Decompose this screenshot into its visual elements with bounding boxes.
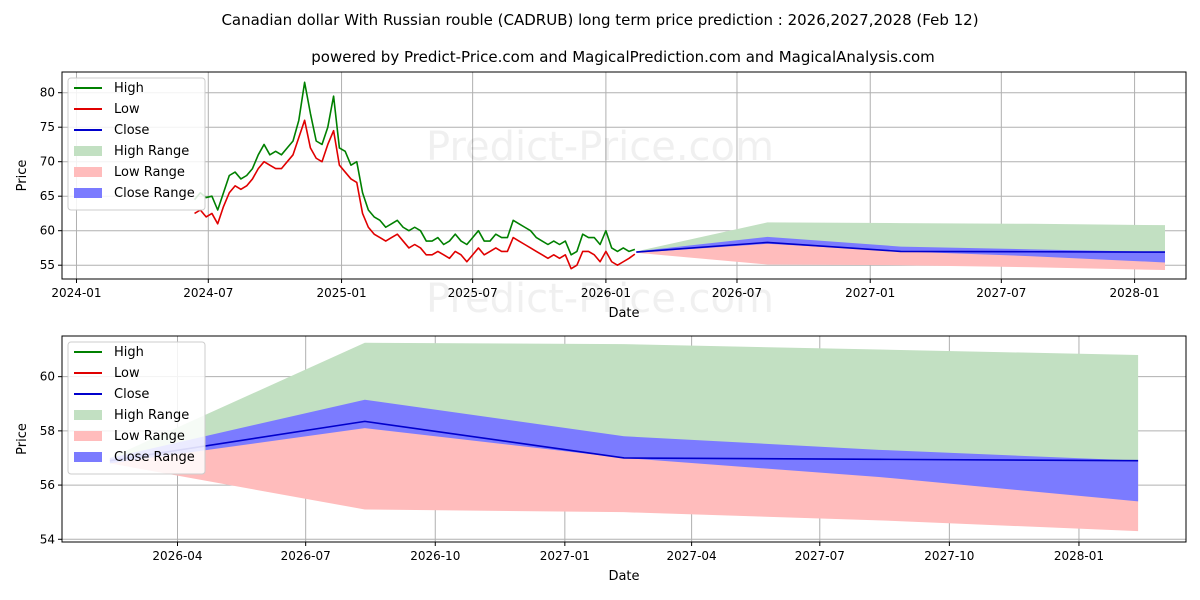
x-tick-label: 2026-07 bbox=[712, 286, 762, 300]
legend-label: Close Range bbox=[114, 186, 195, 201]
x-axis-label: Date bbox=[608, 569, 639, 584]
legend-label: Low Range bbox=[114, 429, 185, 444]
x-tick-label: 2027-07 bbox=[976, 286, 1026, 300]
y-tick-label: 58 bbox=[40, 424, 55, 438]
plot-area bbox=[193, 81, 1165, 271]
chart-subtitle: powered by Predict-Price.com and Magical… bbox=[311, 48, 935, 66]
x-tick-label: 2026-07 bbox=[281, 549, 331, 563]
y-tick-label: 60 bbox=[40, 370, 55, 384]
legend-label: High bbox=[114, 81, 144, 96]
high-range-band bbox=[636, 222, 1165, 253]
y-tick-label: 60 bbox=[40, 224, 55, 238]
legend-label: High bbox=[114, 345, 144, 360]
chart-title: Canadian dollar With Russian rouble (CAD… bbox=[221, 11, 978, 29]
low-range-band bbox=[109, 421, 1139, 532]
legend-patch-swatch bbox=[74, 431, 102, 441]
y-tick-label: 80 bbox=[40, 86, 55, 100]
axes-frame bbox=[61, 335, 1187, 543]
legend-label: Low bbox=[114, 366, 140, 381]
watermark-text: Predict-Price.com bbox=[426, 124, 774, 170]
close-series-line bbox=[636, 241, 1165, 253]
y-tick-label: 75 bbox=[40, 120, 55, 134]
top-chart-panel: Predict-Price.com Predict-Price.com 2024-0… bbox=[15, 71, 1187, 322]
plot-area bbox=[109, 342, 1139, 532]
legend-patch-swatch bbox=[74, 452, 102, 462]
legend-label: High Range bbox=[114, 408, 189, 423]
legend-label: Close Range bbox=[114, 450, 195, 465]
high-range-band bbox=[109, 342, 1139, 461]
y-axis-label: Price bbox=[15, 423, 30, 455]
x-tick-label: 2026-04 bbox=[152, 549, 202, 563]
x-tick-label: 2027-07 bbox=[795, 549, 845, 563]
y-tick-label: 54 bbox=[40, 532, 55, 546]
legend-box bbox=[67, 77, 206, 211]
axes-frame bbox=[61, 71, 1187, 280]
close-range-band bbox=[109, 399, 1139, 502]
legend-patch-swatch bbox=[74, 410, 102, 420]
x-tick-label: 2026-10 bbox=[410, 549, 460, 563]
legend-patch-swatch bbox=[74, 188, 102, 198]
legend-label: Low bbox=[114, 102, 140, 117]
legend-label: Close bbox=[114, 123, 149, 138]
legend-box bbox=[67, 341, 206, 475]
x-tick-label: 2027-04 bbox=[667, 549, 717, 563]
x-tick-label: 2027-10 bbox=[924, 549, 974, 563]
low-series-line bbox=[194, 119, 636, 270]
x-tick-label: 2028-01 bbox=[1054, 549, 1104, 563]
x-tick-label: 2027-01 bbox=[540, 549, 590, 563]
x-tick-label: 2025-07 bbox=[448, 286, 498, 300]
legend-label: Close bbox=[114, 387, 149, 402]
legend-patch-swatch bbox=[74, 167, 102, 177]
x-tick-label: 2027-01 bbox=[845, 286, 895, 300]
x-tick-label: 2024-07 bbox=[183, 286, 233, 300]
y-axis-label: Price bbox=[15, 160, 30, 192]
x-axis-label: Date bbox=[608, 306, 639, 321]
y-tick-label: 70 bbox=[40, 155, 55, 169]
legend-label: High Range bbox=[114, 144, 189, 159]
x-tick-label: 2026-01 bbox=[581, 286, 631, 300]
close-series-line bbox=[109, 420, 1139, 462]
legend-patch-swatch bbox=[74, 146, 102, 156]
x-tick-label: 2024-01 bbox=[51, 286, 101, 300]
bottom-chart-panel: Predict-Price.com2026-042026-072026-1020… bbox=[15, 335, 1187, 584]
x-tick-label: 2028-01 bbox=[1110, 286, 1160, 300]
y-tick-label: 65 bbox=[40, 189, 55, 203]
legend-label: Low Range bbox=[114, 165, 185, 180]
x-tick-label: 2025-01 bbox=[316, 286, 366, 300]
low-range-band bbox=[636, 242, 1165, 271]
y-tick-label: 55 bbox=[40, 258, 55, 272]
y-tick-label: 56 bbox=[40, 478, 55, 492]
watermark-text: Predict-Price.com bbox=[426, 276, 774, 322]
high-series-line bbox=[193, 81, 636, 256]
